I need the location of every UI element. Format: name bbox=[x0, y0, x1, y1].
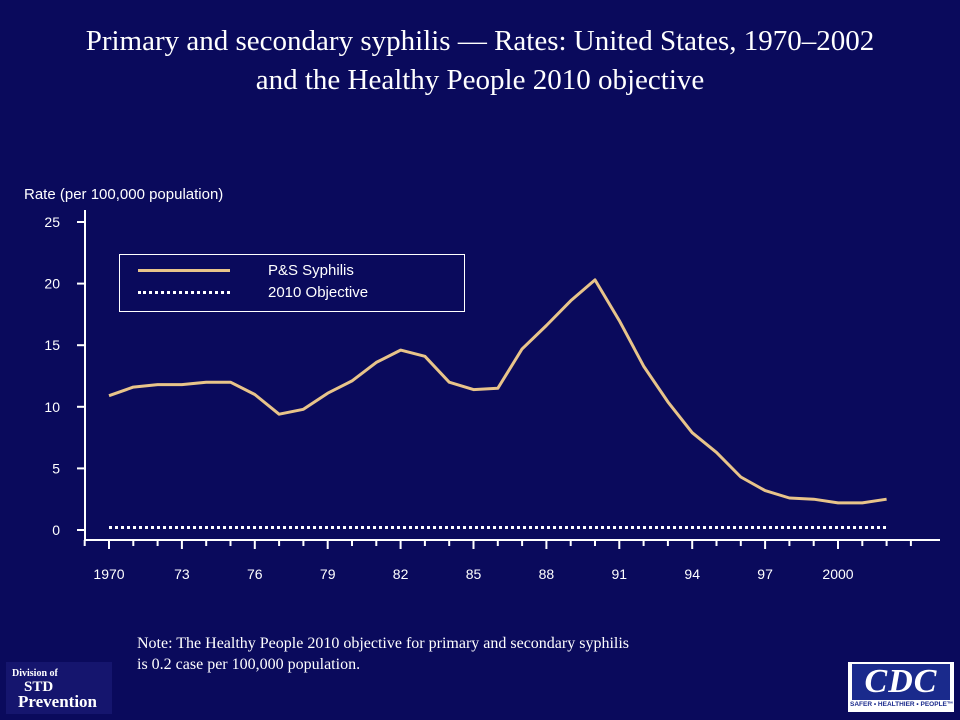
legend-item-objective: 2010 Objective bbox=[120, 284, 368, 301]
x-tick-label-1970: 1970 bbox=[93, 566, 124, 582]
y-tick-label-20: 20 bbox=[44, 276, 60, 292]
std-logo-line-3: Prevention bbox=[18, 692, 98, 711]
legend-label-objective: 2010 Objective bbox=[268, 284, 369, 301]
chart-title: Primary and secondary syphilis — Rates: … bbox=[0, 22, 960, 100]
x-tick-label-82: 82 bbox=[393, 566, 409, 582]
title-line-1: Primary and secondary syphilis — Rates: … bbox=[85, 25, 875, 57]
std-logo-line-2: STD bbox=[24, 679, 54, 695]
x-tick-label-97: 97 bbox=[757, 566, 773, 582]
legend-item-syphilis: P&S Syphilis bbox=[120, 262, 354, 279]
title-line-2: and the Healthy People 2010 objective bbox=[255, 64, 705, 96]
x-tick-label-85: 85 bbox=[466, 566, 482, 582]
y-tick-label-0: 0 bbox=[52, 522, 60, 538]
footnote: Note: The Healthy People 2010 objective … bbox=[137, 633, 629, 675]
legend: P&S Syphilis 2010 Objective bbox=[119, 254, 465, 312]
y-tick-label-15: 15 bbox=[44, 337, 60, 353]
y-tick-label-25: 25 bbox=[44, 214, 60, 230]
x-tick-label-76: 76 bbox=[247, 566, 263, 582]
cdc-logo-mark: CDC bbox=[852, 664, 950, 700]
cdc-logo-tagline: SAFER • HEALTHIER • PEOPLE™ bbox=[850, 701, 954, 708]
legend-swatch-objective bbox=[138, 291, 230, 294]
footnote-line-1: Note: The Healthy People 2010 objective … bbox=[137, 635, 630, 652]
footnote-line-2: is 0.2 case per 100,000 population. bbox=[137, 656, 361, 673]
y-axis-title: Rate (per 100,000 population) bbox=[24, 186, 224, 203]
legend-label-syphilis: P&S Syphilis bbox=[268, 262, 354, 279]
series-line-syphilis bbox=[108, 278, 887, 505]
y-tick-label-10: 10 bbox=[44, 399, 60, 415]
cdc-logo: CDC SAFER • HEALTHIER • PEOPLE™ bbox=[848, 662, 954, 712]
x-tick-label-91: 91 bbox=[612, 566, 628, 582]
std-prevention-logo: Division of STD Prevention bbox=[6, 662, 112, 714]
x-tick-label-79: 79 bbox=[320, 566, 336, 582]
x-tick-label-73: 73 bbox=[174, 566, 190, 582]
legend-swatch-syphilis bbox=[138, 269, 230, 272]
std-logo-line-1: Division of bbox=[12, 668, 58, 679]
x-tick-label-2000: 2000 bbox=[822, 566, 853, 582]
y-tick-label-5: 5 bbox=[52, 460, 60, 476]
x-tick-label-94: 94 bbox=[684, 566, 700, 582]
x-tick-label-88: 88 bbox=[539, 566, 555, 582]
